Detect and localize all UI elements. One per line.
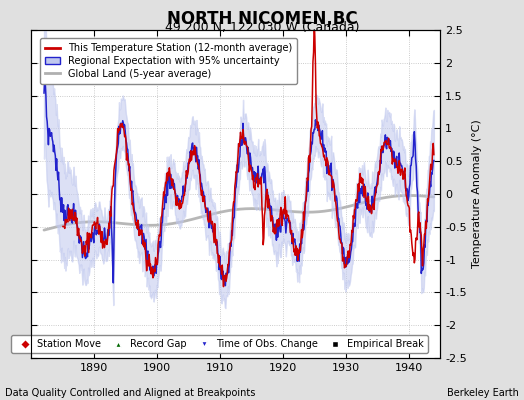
Y-axis label: Temperature Anomaly (°C): Temperature Anomaly (°C) <box>472 120 482 268</box>
Text: NORTH NICOMEN,BC: NORTH NICOMEN,BC <box>167 10 357 28</box>
Text: Berkeley Earth: Berkeley Earth <box>447 388 519 398</box>
Text: 49.200 N, 122.030 W (Canada): 49.200 N, 122.030 W (Canada) <box>165 21 359 34</box>
Text: Data Quality Controlled and Aligned at Breakpoints: Data Quality Controlled and Aligned at B… <box>5 388 256 398</box>
Legend: Station Move, Record Gap, Time of Obs. Change, Empirical Break: Station Move, Record Gap, Time of Obs. C… <box>11 335 428 353</box>
